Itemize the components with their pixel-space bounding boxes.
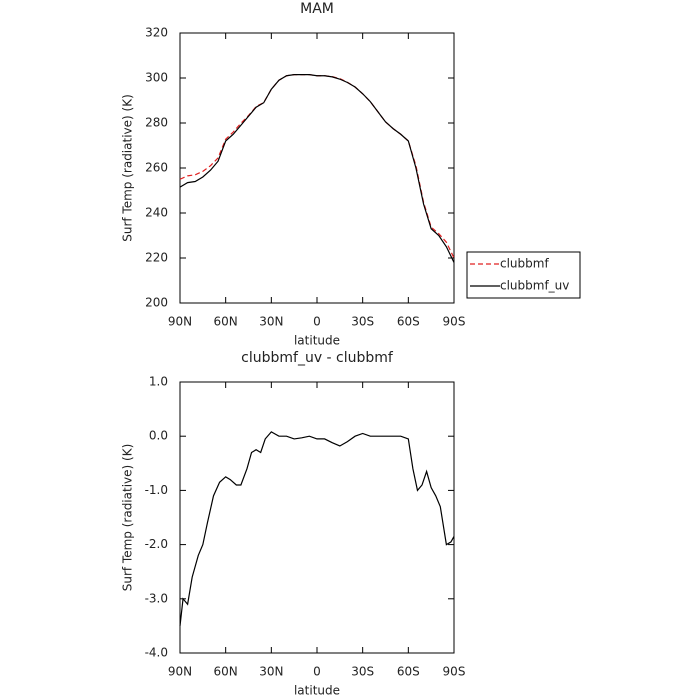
y-tick-label: 260 (145, 161, 168, 175)
x-axis-label: latitude (294, 684, 340, 698)
y-tick-label: 300 (145, 71, 168, 85)
y-tick-label: -3.0 (145, 591, 168, 605)
legend-label: clubbmf (500, 257, 549, 271)
x-tick-label: 30N (259, 665, 283, 679)
series-line (179, 74, 455, 259)
x-tick-label: 0 (313, 315, 321, 329)
x-tick-label: 90S (443, 315, 466, 329)
series-line (179, 431, 455, 626)
chart-title: clubbmf_uv - clubbmf (241, 350, 394, 366)
y-axis-label: Surf Temp (radiative) (K) (121, 94, 135, 242)
y-tick-label: 0.0 (149, 429, 168, 443)
x-tick-label: 30N (259, 315, 283, 329)
y-tick-label: 200 (145, 296, 168, 310)
legend-label: clubbmf_uv (500, 279, 569, 293)
x-axis-label: latitude (294, 334, 340, 348)
y-tick-label: 1.0 (149, 375, 168, 389)
plot-frame (179, 381, 455, 654)
legend-box (466, 251, 581, 299)
y-tick-label: -2.0 (145, 537, 168, 551)
y-tick-label: 320 (145, 26, 168, 40)
series-line (179, 74, 455, 263)
y-tick-label: -4.0 (145, 646, 168, 660)
y-tick-label: 220 (145, 251, 168, 265)
x-tick-label: 0 (313, 665, 321, 679)
x-tick-label: 90N (168, 315, 192, 329)
x-tick-label: 30S (351, 315, 374, 329)
chart-title: MAM (300, 1, 334, 17)
x-tick-label: 60N (214, 665, 238, 679)
x-tick-label: 90N (168, 665, 192, 679)
x-tick-label: 60S (397, 665, 420, 679)
y-tick-label: 280 (145, 116, 168, 130)
y-tick-label: 240 (145, 206, 168, 220)
y-axis-label: Surf Temp (radiative) (K) (121, 444, 135, 592)
plot-frame (179, 32, 455, 304)
x-tick-label: 90S (443, 665, 466, 679)
y-tick-label: -1.0 (145, 483, 168, 497)
x-tick-label: 60N (214, 315, 238, 329)
x-tick-label: 60S (397, 315, 420, 329)
x-tick-label: 30S (351, 665, 374, 679)
